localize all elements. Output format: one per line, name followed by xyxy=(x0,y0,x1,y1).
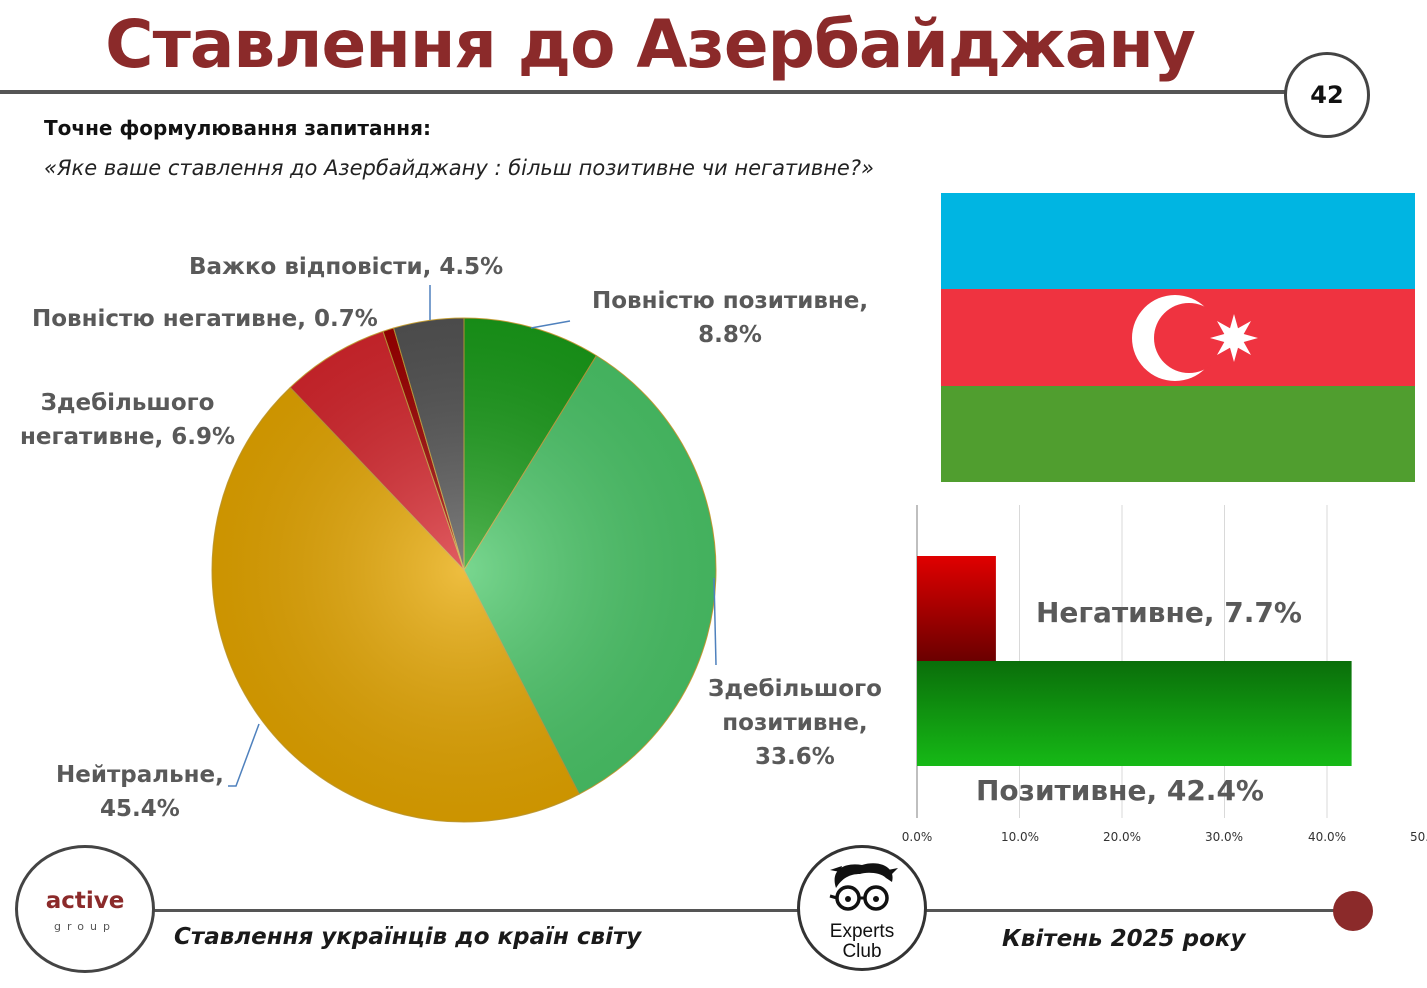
pie-label-line: 45.4% xyxy=(100,796,180,822)
flag-stripe-green xyxy=(941,386,1415,482)
pie-label-full-positive: Повністю позитивне, 8.8% xyxy=(592,284,868,352)
bottom-divider xyxy=(150,909,1340,912)
x-tick-label: 50.0% xyxy=(1410,830,1427,844)
decorative-dot xyxy=(1333,891,1373,931)
leader-line-neutral xyxy=(228,723,260,787)
bar-label-positive: Позитивне, 42.4% xyxy=(976,774,1264,807)
logo-word-group: group xyxy=(54,920,116,933)
azerbaijan-flag xyxy=(941,193,1415,482)
question-heading: Точне формулювання запитання: xyxy=(44,116,431,140)
page-title: Ставлення до Азербайджану xyxy=(105,6,1196,83)
pie-label-line: 33.6% xyxy=(755,744,835,770)
pie-label-line: Здебільшого xyxy=(40,390,215,416)
logo-experts-text: Experts Club xyxy=(800,922,924,962)
leader-line-full-positive xyxy=(530,320,571,329)
pie-label-line: негативне, 6.9% xyxy=(20,424,236,450)
footer-date: Квітень 2025 року xyxy=(1002,926,1246,952)
leader-line-mostly-positive xyxy=(713,577,717,666)
pie-label-hard-to-say: Важко відповісти, 4.5% xyxy=(189,250,503,284)
footer-survey-title: Ставлення українців до країн світу xyxy=(174,924,642,950)
pie-label-line: позитивне, xyxy=(722,710,868,736)
bar-label-negative: Негативне, 7.7% xyxy=(1036,596,1302,629)
flag-stripe-blue xyxy=(941,193,1415,289)
logo-word-club: Club xyxy=(842,941,882,962)
experts-club-logo: Experts Club xyxy=(797,845,927,971)
x-tick-label: 40.0% xyxy=(1307,830,1347,844)
pie-label-neutral: Нейтральне, 45.4% xyxy=(56,758,224,826)
pie-label-mostly-negative: Здебільшого негативне, 6.9% xyxy=(20,386,235,454)
pie-label-full-negative: Повністю негативне, 0.7% xyxy=(32,302,378,336)
logo-word-experts: Experts xyxy=(829,921,895,942)
question-text: «Яке ваше ставлення до Азербайджану : бі… xyxy=(44,156,874,180)
bar xyxy=(917,661,1352,766)
top-divider xyxy=(0,90,1290,94)
pie-label-mostly-positive: Здебільшого позитивне, 33.6% xyxy=(708,672,882,774)
page-number-badge: 42 xyxy=(1284,52,1370,138)
pie-label-line: 8.8% xyxy=(698,322,762,348)
x-tick-label: 30.0% xyxy=(1204,830,1244,844)
pie-label-line: Повністю позитивне, xyxy=(592,288,869,314)
x-tick-label: 0.0% xyxy=(901,830,933,844)
pie-label-line: Важко відповісти, 4.5% xyxy=(189,254,504,280)
pie-label-line: Повністю негативне, 0.7% xyxy=(32,306,378,332)
x-tick-label: 10.0% xyxy=(1000,830,1040,844)
star-icon xyxy=(1210,314,1258,362)
pie-label-line: Здебільшого xyxy=(708,676,882,702)
active-group-logo: active group xyxy=(15,845,155,973)
pie-label-line: Нейтральне, xyxy=(56,762,224,788)
glasses-face-icon xyxy=(829,863,898,911)
x-tick-label: 20.0% xyxy=(1102,830,1142,844)
logo-word-active: active xyxy=(45,888,125,914)
crescent-icon xyxy=(1132,295,1224,381)
bar xyxy=(917,556,996,661)
